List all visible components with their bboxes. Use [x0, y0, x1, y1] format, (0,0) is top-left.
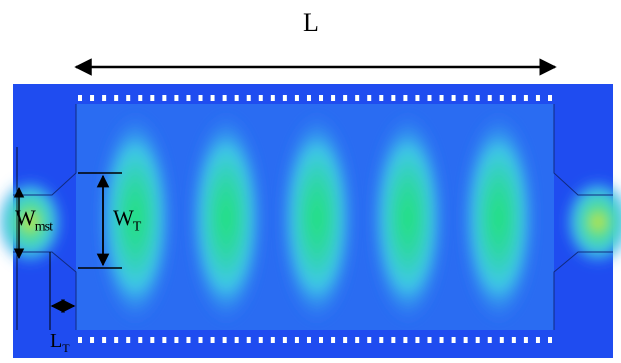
- via: [391, 95, 396, 101]
- via: [439, 95, 444, 101]
- via: [222, 337, 227, 343]
- via: [102, 95, 107, 101]
- via: [306, 337, 311, 343]
- via: [210, 337, 215, 343]
- length-label: L: [303, 8, 319, 37]
- via: [222, 95, 227, 101]
- via: [523, 95, 528, 101]
- via: [548, 95, 552, 101]
- via: [535, 95, 540, 101]
- via: [198, 337, 203, 343]
- via: [246, 337, 251, 343]
- taper-left-outline-bottom: [13, 251, 77, 330]
- via: [270, 95, 275, 101]
- via: [403, 95, 408, 101]
- via: [126, 337, 131, 343]
- field-lobe: [97, 112, 174, 324]
- via: [90, 95, 95, 101]
- via: [186, 337, 191, 343]
- via: [355, 95, 360, 101]
- via: [331, 95, 336, 101]
- via: [138, 95, 143, 101]
- field-lobe: [460, 112, 537, 324]
- via: [499, 337, 504, 343]
- via: [343, 337, 348, 343]
- port-field-right: [564, 178, 621, 266]
- via: [319, 95, 324, 101]
- via: [138, 337, 143, 343]
- taper-right-outline: [553, 104, 613, 196]
- taper-left-outline: [13, 104, 77, 196]
- via: [367, 95, 372, 101]
- via: [102, 337, 107, 343]
- taper-width-label: WT: [113, 205, 141, 235]
- via: [355, 337, 360, 343]
- via: [246, 95, 251, 101]
- via: [174, 337, 179, 343]
- field-lobe: [369, 112, 446, 324]
- via: [282, 337, 287, 343]
- via: [548, 337, 552, 343]
- via: [379, 95, 384, 101]
- via: [306, 95, 311, 101]
- via: [451, 95, 456, 101]
- via-row-bottom: [78, 337, 552, 343]
- via: [114, 337, 119, 343]
- via: [415, 95, 420, 101]
- via: [162, 337, 167, 343]
- field-lobe: [188, 112, 265, 324]
- via: [258, 337, 263, 343]
- via: [90, 337, 95, 343]
- via: [234, 95, 239, 101]
- via: [78, 337, 82, 343]
- via: [150, 337, 155, 343]
- field-lobes: [97, 112, 537, 324]
- microstrip-width-label: Wmst: [15, 205, 53, 235]
- via: [463, 337, 468, 343]
- via: [114, 95, 119, 101]
- via: [403, 337, 408, 343]
- via: [523, 337, 528, 343]
- via: [294, 95, 299, 101]
- via: [150, 95, 155, 101]
- taper-right-outline-bottom: [553, 251, 613, 330]
- via: [78, 95, 82, 101]
- via: [439, 337, 444, 343]
- via: [415, 337, 420, 343]
- via: [343, 95, 348, 101]
- via: [535, 337, 540, 343]
- via: [210, 95, 215, 101]
- via: [319, 337, 324, 343]
- via: [367, 337, 372, 343]
- via: [511, 95, 516, 101]
- via: [234, 337, 239, 343]
- via: [463, 95, 468, 101]
- field-lobe: [278, 112, 356, 324]
- via: [475, 337, 480, 343]
- via: [331, 337, 336, 343]
- via: [162, 95, 167, 101]
- via: [258, 95, 263, 101]
- via: [451, 337, 456, 343]
- via: [282, 95, 287, 101]
- via: [198, 95, 203, 101]
- taper-length-label: LT: [50, 330, 70, 355]
- via: [427, 95, 432, 101]
- via: [511, 337, 516, 343]
- via: [487, 337, 492, 343]
- via: [475, 95, 480, 101]
- via: [126, 95, 131, 101]
- via: [499, 95, 504, 101]
- via: [270, 337, 275, 343]
- via: [174, 95, 179, 101]
- via: [379, 337, 384, 343]
- via: [391, 337, 396, 343]
- via: [294, 337, 299, 343]
- via: [487, 95, 492, 101]
- via: [186, 95, 191, 101]
- via-row-top: [78, 95, 552, 101]
- via: [427, 337, 432, 343]
